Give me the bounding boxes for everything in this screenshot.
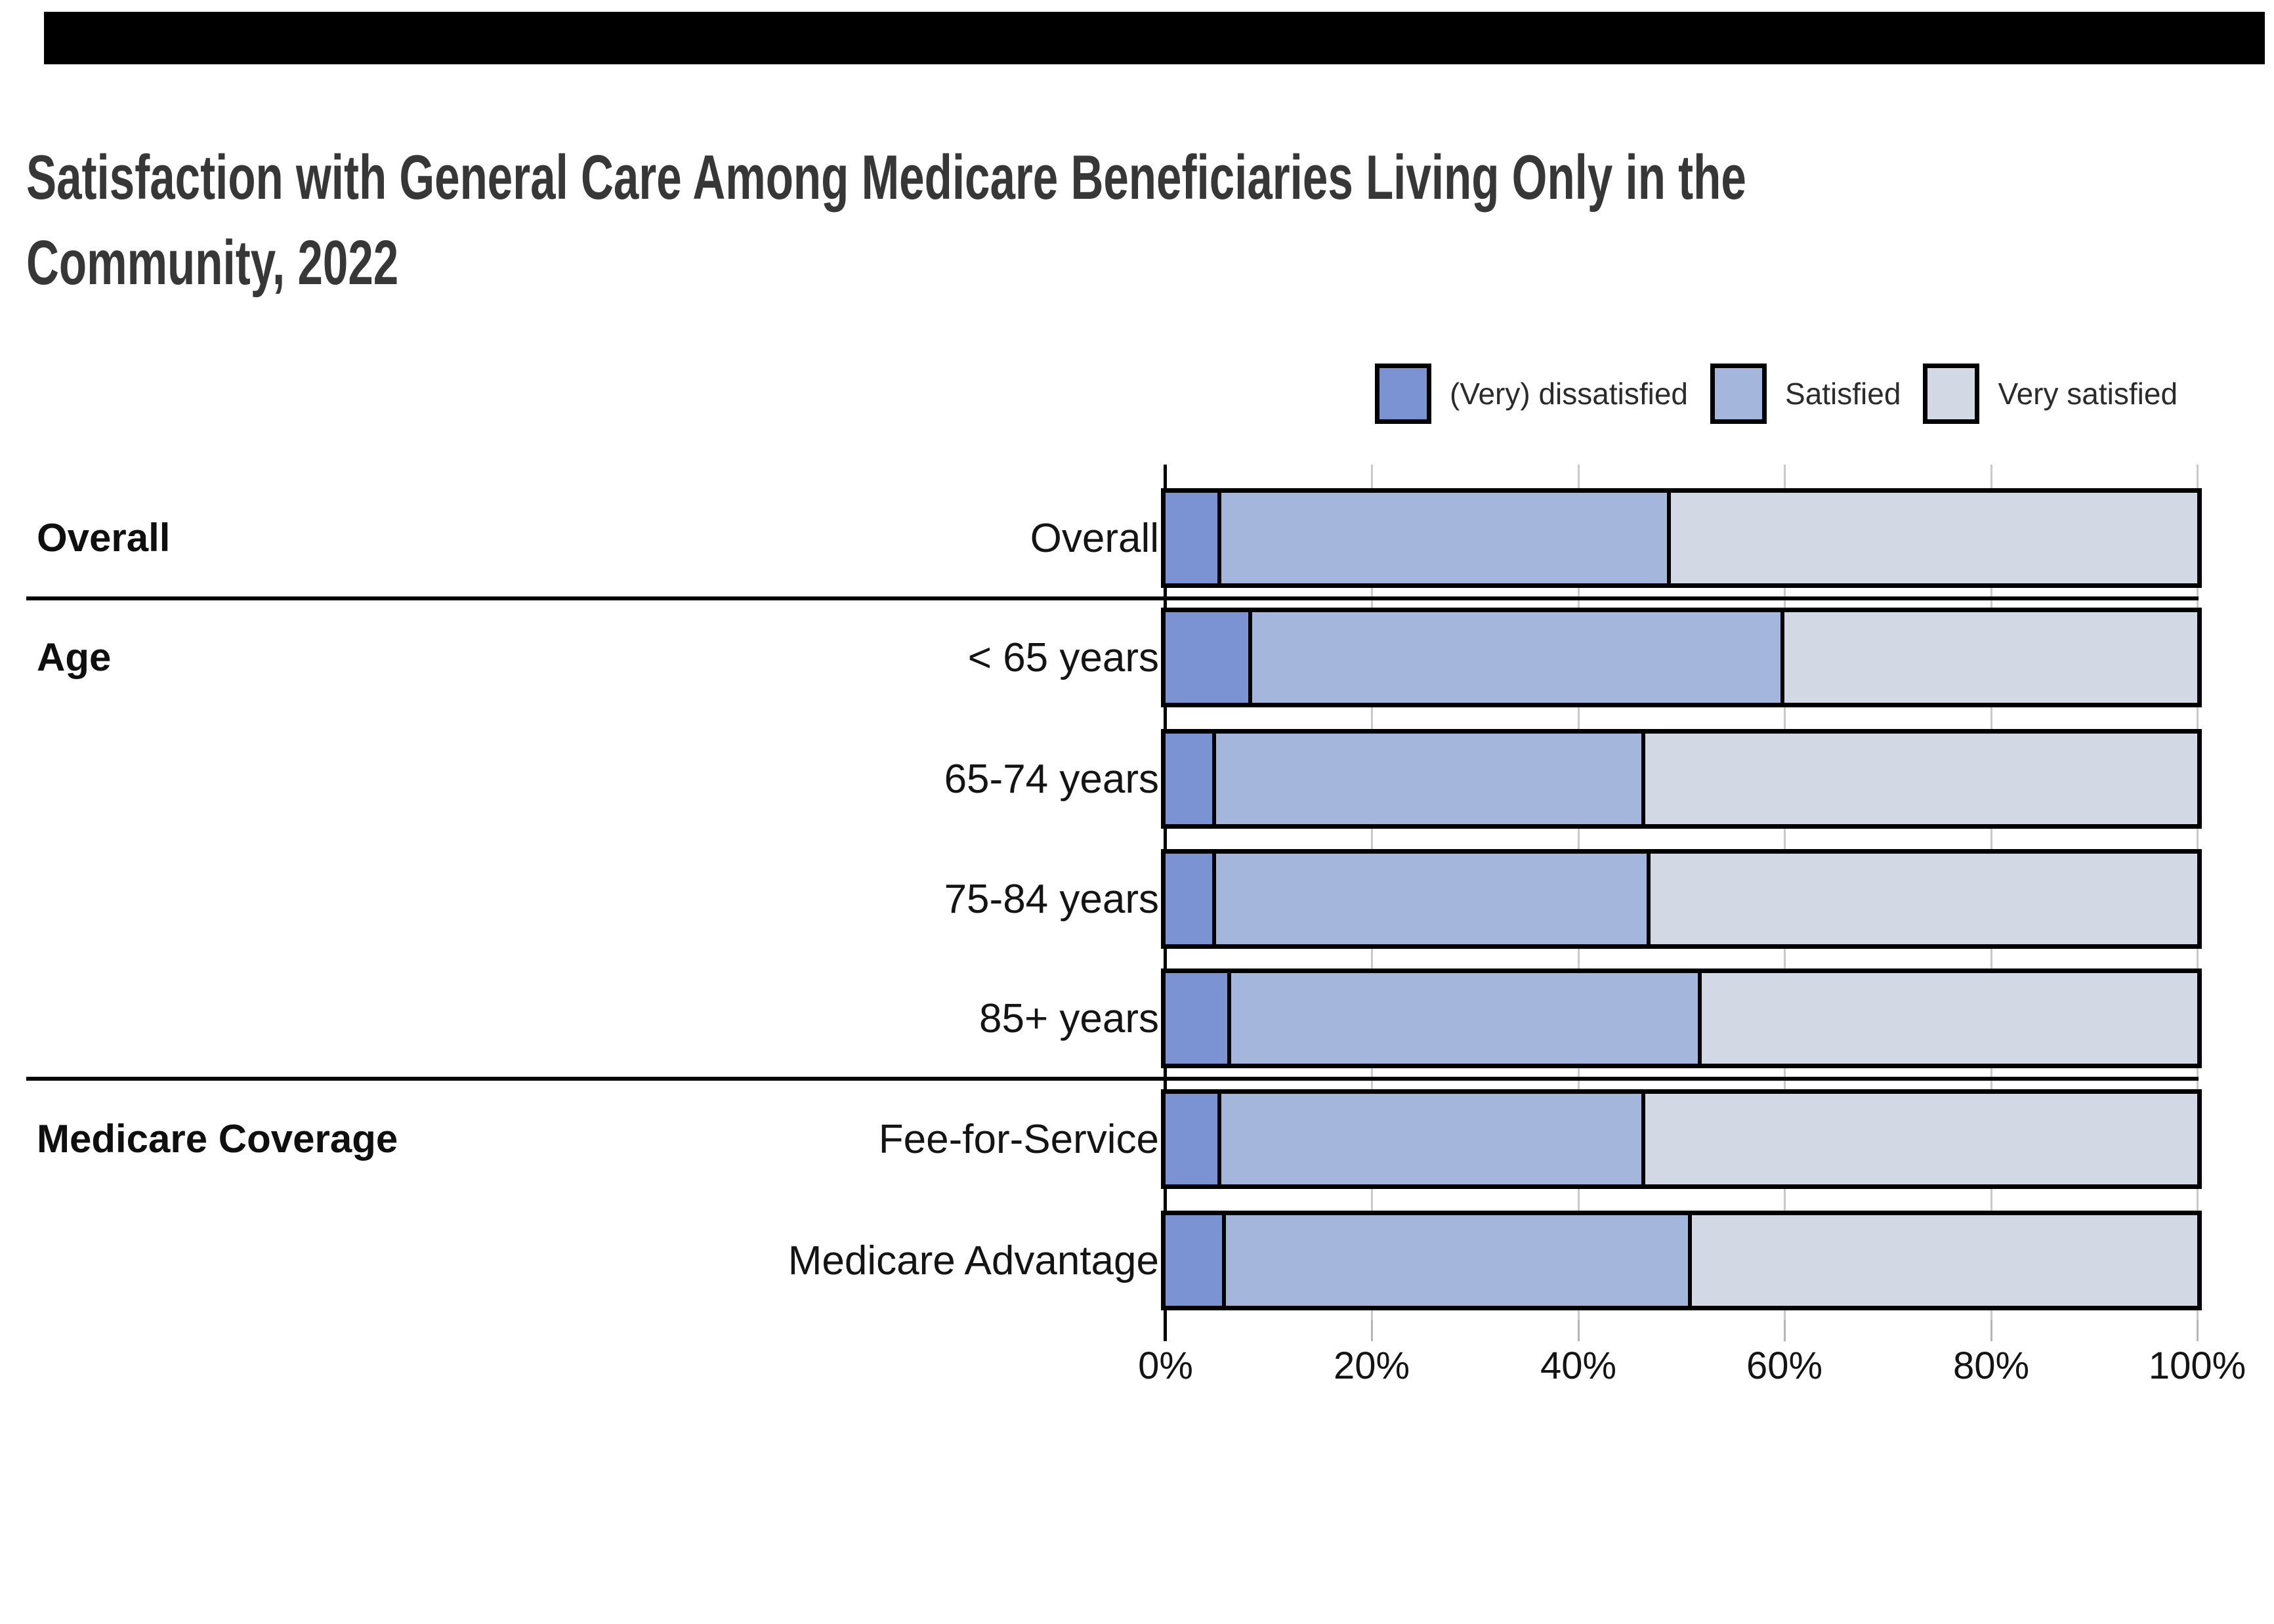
row-label: Medicare Advantage: [788, 1238, 1159, 1283]
x-tick-label: 60%: [1746, 1344, 1823, 1387]
legend-label: Satisfied: [1785, 377, 1901, 411]
axis-tick: [1371, 1320, 1373, 1341]
stacked-bar: [1161, 1089, 2202, 1189]
bar-segment-dissatisfied: [1166, 854, 1212, 944]
bar-segment-satisfied: [1211, 854, 1651, 944]
legend-item-dissatisfied: (Very) dissatisfied: [1375, 364, 1688, 424]
bar-segment-very-satisfied: [1784, 612, 2197, 703]
bar-segment-satisfied: [1222, 1215, 1692, 1306]
row-label: 85+ years: [979, 995, 1159, 1041]
legend-label: (Very) dissatisfied: [1450, 377, 1689, 411]
chart-title-line1: Satisfaction with General Care Among Med…: [26, 142, 1746, 213]
legend-item-very-satisfied: Very satisfied: [1923, 364, 2178, 424]
axis-tick: [1990, 1320, 1992, 1341]
axis-tick: [1164, 1320, 1167, 1341]
section-divider: [26, 596, 2199, 600]
section-label: Age: [37, 635, 112, 679]
row-label: 75-84 years: [944, 876, 1159, 922]
bar-segment-dissatisfied: [1166, 973, 1228, 1064]
bar-segment-very-satisfied: [1691, 1215, 2197, 1306]
bar-segment-very-satisfied: [1645, 734, 2197, 824]
legend-swatch-very-satisfied: [1923, 364, 1980, 424]
legend: (Very) dissatisfied Satisfied Very satis…: [1375, 364, 2178, 424]
bar-segment-very-satisfied: [1671, 493, 2197, 583]
legend-item-satisfied: Satisfied: [1710, 364, 1901, 424]
x-tick-label: 0%: [1138, 1344, 1193, 1387]
section-divider: [26, 1077, 2199, 1081]
bar-segment-dissatisfied: [1166, 612, 1248, 703]
x-tick-label: 80%: [1952, 1344, 2030, 1387]
bar-segment-very-satisfied: [1702, 973, 2197, 1064]
axis-tick: [2197, 1320, 2199, 1341]
axis-tick: [1578, 1320, 1580, 1341]
section-label: Medicare Coverage: [37, 1117, 398, 1161]
x-tick-label: 100%: [2148, 1344, 2246, 1387]
chart-title-line2: Community, 2022: [26, 228, 399, 298]
bar-segment-satisfied: [1217, 1094, 1645, 1184]
bar-segment-satisfied: [1248, 612, 1785, 703]
legend-swatch-satisfied: [1710, 364, 1767, 424]
stacked-bar: [1161, 1211, 2202, 1310]
top-banner: [44, 12, 2265, 64]
bar-segment-satisfied: [1227, 973, 1702, 1064]
bar-segment-very-satisfied: [1650, 854, 2197, 944]
stacked-bar: [1161, 608, 2202, 707]
stacked-bar: [1161, 488, 2202, 588]
axis-tick: [1784, 1320, 1786, 1341]
row-label: Fee-for-Service: [878, 1116, 1159, 1162]
bar-segment-dissatisfied: [1166, 1094, 1217, 1184]
bar-segment-dissatisfied: [1166, 493, 1217, 583]
stacked-bar: [1161, 849, 2202, 949]
bar-segment-satisfied: [1217, 493, 1672, 583]
stacked-bar: [1161, 729, 2202, 829]
row-label: Overall: [1030, 515, 1159, 561]
row-label: < 65 years: [967, 635, 1159, 680]
x-tick-label: 40%: [1540, 1344, 1617, 1387]
row-label: 65-74 years: [944, 756, 1159, 802]
legend-label: Very satisfied: [1998, 377, 2178, 411]
legend-swatch-dissatisfied: [1375, 364, 1431, 424]
bar-segment-very-satisfied: [1645, 1094, 2197, 1184]
section-label: Overall: [37, 516, 171, 560]
bar-segment-dissatisfied: [1166, 734, 1212, 824]
bar-segment-dissatisfied: [1166, 1215, 1223, 1306]
bar-segment-satisfied: [1211, 734, 1645, 824]
chart-title: Satisfaction with General Care Among Med…: [26, 135, 1746, 306]
stacked-bar: [1161, 968, 2202, 1068]
x-tick-label: 20%: [1333, 1344, 1410, 1387]
